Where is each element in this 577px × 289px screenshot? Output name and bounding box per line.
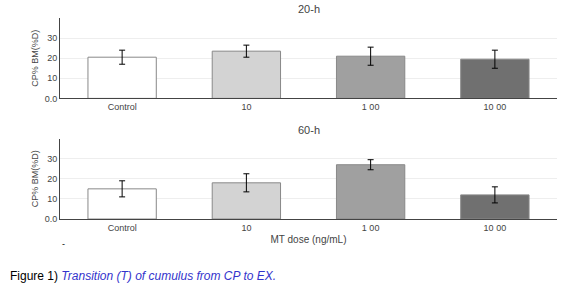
svg-text:Control: Control	[108, 223, 137, 233]
svg-text:10: 10	[241, 223, 251, 233]
svg-text:30: 30	[47, 154, 57, 164]
svg-text:30: 30	[47, 33, 57, 43]
svg-text:20-h: 20-h	[298, 3, 320, 15]
svg-text:20: 20	[47, 174, 57, 184]
svg-text:1 00: 1 00	[362, 102, 380, 112]
svg-text:20: 20	[47, 53, 57, 63]
svg-text:60-h: 60-h	[298, 124, 320, 136]
svg-text:1 00: 1 00	[362, 223, 380, 233]
svg-text:MT dose (ng/mL): MT dose (ng/mL)	[271, 234, 347, 245]
svg-text:CP% BM(%D): CP% BM(%D)	[30, 30, 40, 87]
svg-text:10 00: 10 00	[484, 223, 507, 233]
svg-text:Figure 1) Transition (T) of cu: Figure 1) Transition (T) of cumulus from…	[10, 269, 276, 283]
svg-text:10: 10	[47, 194, 57, 204]
svg-text:0.0: 0.0	[45, 214, 58, 224]
svg-text:-: -	[62, 239, 65, 249]
svg-text:10 00: 10 00	[484, 102, 507, 112]
svg-text:10: 10	[241, 102, 251, 112]
svg-text:0.0: 0.0	[45, 94, 58, 104]
svg-text:Control: Control	[108, 102, 137, 112]
svg-text:CP% BM(%D): CP% BM(%D)	[30, 150, 40, 207]
svg-text:10: 10	[47, 73, 57, 83]
